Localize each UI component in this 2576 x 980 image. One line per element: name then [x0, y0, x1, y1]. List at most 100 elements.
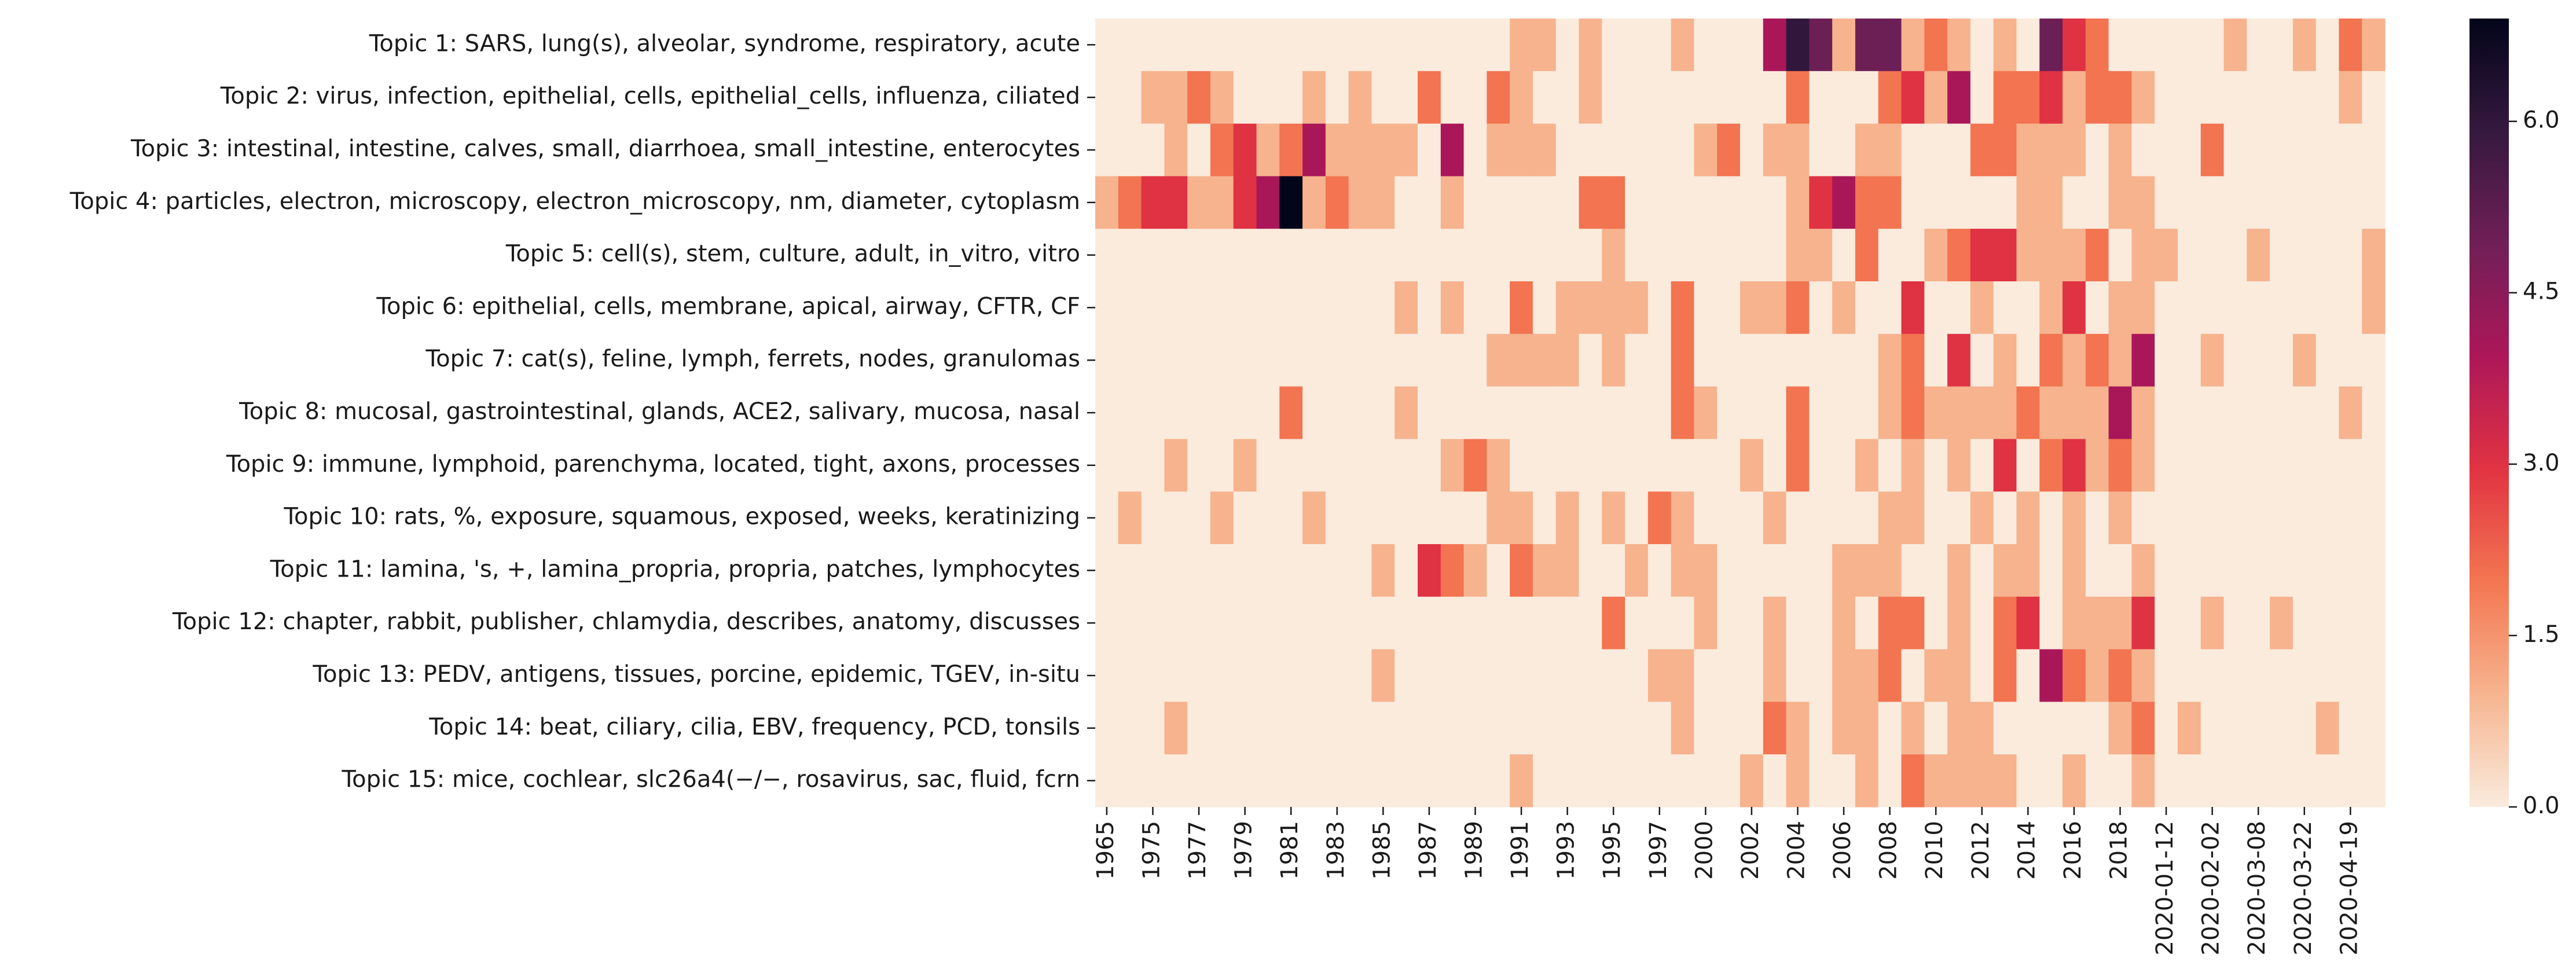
heatmap-cell [1510, 333, 1533, 387]
heatmap-cell [1395, 123, 1418, 177]
heatmap-cell [2292, 176, 2317, 229]
heatmap-cell [2270, 71, 2294, 124]
heatmap-cell [1993, 439, 2017, 492]
heatmap-cell [1878, 176, 1902, 229]
heatmap-cell [1647, 439, 1672, 492]
heatmap-cell [1717, 386, 1741, 439]
heatmap-cell [1302, 596, 1326, 650]
heatmap-cell [1602, 596, 1625, 650]
heatmap-cell [1210, 754, 1234, 808]
heatmap-cell [1418, 491, 1441, 545]
heatmap-cell [1418, 71, 1441, 124]
heatmap-cell [2155, 123, 2178, 177]
heatmap-cell [1855, 176, 1879, 229]
heatmap-cell [1786, 596, 1810, 650]
heatmap-cell [1256, 281, 1280, 335]
heatmap-cell [1694, 596, 1718, 650]
heatmap-cell [1602, 439, 1625, 492]
heatmap-cell [1371, 702, 1395, 755]
heatmap-cell [1763, 123, 1787, 177]
heatmap-cell [1579, 71, 1602, 124]
heatmap-cell [2177, 754, 2201, 808]
heatmap-cell [1878, 491, 1902, 545]
heatmap-cell [2223, 702, 2247, 755]
heatmap-cell [2108, 596, 2132, 650]
heatmap-cell [1809, 19, 1833, 72]
heatmap-cell [1901, 649, 1925, 702]
heatmap-cell [1141, 281, 1165, 335]
heatmap-cell [1832, 596, 1856, 650]
x-tick-label: 1975 [1138, 821, 1165, 880]
heatmap-cell [1440, 281, 1465, 335]
x-tick-label: 2020-01-12 [2152, 821, 2178, 955]
heatmap-cell [1141, 229, 1165, 282]
heatmap-cell [2108, 71, 2132, 124]
heatmap-cell [1187, 754, 1211, 808]
heatmap-cell [2085, 702, 2109, 755]
heatmap-cell [1187, 439, 1211, 492]
heatmap-cell [2108, 386, 2132, 439]
heatmap-cell [1118, 649, 1142, 702]
heatmap-cell [1095, 386, 1119, 439]
heatmap-cell [2177, 386, 2201, 439]
heatmap-cell [2292, 386, 2317, 439]
heatmap-cell [1602, 649, 1625, 702]
heatmap-cell [2200, 439, 2225, 492]
heatmap-cell [1924, 596, 1948, 650]
heatmap-cell [1993, 123, 2017, 177]
heatmap-cell [1164, 439, 1188, 492]
heatmap-cell [1463, 596, 1487, 650]
row-label: Topic 12: chapter, rabbit, publisher, ch… [172, 608, 1080, 635]
heatmap-cell [1901, 596, 1925, 650]
heatmap-cell [1418, 386, 1441, 439]
x-tick-label: 2020-04-19 [2336, 821, 2362, 955]
heatmap-cell [1671, 229, 1695, 282]
heatmap-cell [1901, 333, 1925, 387]
heatmap-cell [1440, 333, 1465, 387]
x-tick-label: 2020-03-08 [2244, 821, 2270, 955]
heatmap-cell [1395, 333, 1418, 387]
heatmap-cell [2063, 439, 2086, 492]
heatmap-cell [1164, 702, 1188, 755]
heatmap-cell [1809, 754, 1833, 808]
heatmap-cell [1717, 333, 1741, 387]
heatmap-cell [2155, 702, 2178, 755]
heatmap-cell [1694, 491, 1718, 545]
heatmap-cell [1901, 176, 1925, 229]
heatmap-cell [2131, 386, 2155, 439]
row-label: Topic 8: mucosal, gastrointestinal, glan… [238, 398, 1080, 425]
heatmap-cell [1233, 19, 1257, 72]
heatmap-cell [1279, 281, 1303, 335]
heatmap-cell [1579, 649, 1602, 702]
heatmap-cell [1487, 281, 1510, 335]
heatmap-cell [2339, 649, 2362, 702]
heatmap-cell [1256, 123, 1280, 177]
x-tick-label: 1983 [1323, 821, 1349, 880]
heatmap-cell [1878, 439, 1902, 492]
heatmap-cell [1279, 649, 1303, 702]
heatmap-cell [2270, 702, 2294, 755]
heatmap-cell [1740, 439, 1764, 492]
heatmap-cell [1901, 754, 1925, 808]
heatmap-cell [1395, 544, 1418, 597]
heatmap-cell [1809, 123, 1833, 177]
heatmap-cell [1532, 544, 1557, 597]
heatmap-cell [1233, 333, 1257, 387]
row-label: Topic 5: cell(s), stem, culture, adult, … [505, 241, 1080, 267]
heatmap-cell [1786, 71, 1810, 124]
x-tick-label: 1981 [1276, 821, 1303, 880]
heatmap-cell [1302, 123, 1326, 177]
heatmap-cell [1187, 19, 1211, 72]
colorbar-ticks: 0.0 1.5 3.0 4.5 6.0 [2509, 107, 2560, 819]
heatmap-cell [1993, 702, 2017, 755]
heatmap-cell [1302, 229, 1326, 282]
heatmap-cell [1602, 544, 1625, 597]
heatmap-cell [1993, 754, 2017, 808]
heatmap-cell [1371, 123, 1395, 177]
heatmap-cell [2223, 333, 2247, 387]
heatmap-cell [1924, 754, 1948, 808]
heatmap-cell [1440, 229, 1465, 282]
x-tick-label: 2000 [1691, 821, 1718, 880]
heatmap-cell [1717, 229, 1741, 282]
heatmap-cell [1740, 71, 1764, 124]
